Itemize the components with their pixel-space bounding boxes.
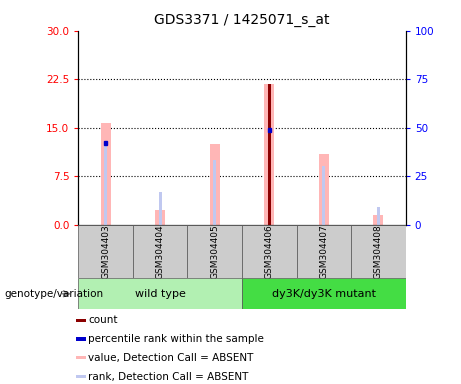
Text: GSM304405: GSM304405: [210, 224, 219, 279]
Text: value, Detection Call = ABSENT: value, Detection Call = ABSENT: [88, 353, 253, 363]
Text: GSM304407: GSM304407: [319, 224, 328, 279]
Bar: [104, 141, 107, 145]
Text: genotype/variation: genotype/variation: [5, 289, 104, 299]
Bar: [188, 225, 242, 278]
Text: rank, Detection Call = ABSENT: rank, Detection Call = ABSENT: [88, 371, 248, 382]
Bar: [104, 141, 107, 225]
Text: wild type: wild type: [135, 289, 186, 299]
Text: GSM304408: GSM304408: [374, 224, 383, 279]
Bar: [268, 127, 271, 132]
Bar: [76, 375, 86, 378]
Bar: [377, 207, 380, 225]
Bar: [213, 160, 216, 225]
Bar: [242, 225, 296, 278]
Bar: [296, 225, 351, 278]
Bar: [76, 338, 86, 341]
Bar: [76, 319, 86, 322]
Bar: [373, 215, 383, 225]
Bar: [322, 167, 325, 225]
Text: GSM304403: GSM304403: [101, 224, 110, 279]
Bar: [155, 210, 165, 225]
Text: count: count: [88, 315, 118, 325]
Text: dy3K/dy3K mutant: dy3K/dy3K mutant: [272, 289, 376, 299]
Bar: [78, 225, 133, 278]
Text: GSM304406: GSM304406: [265, 224, 274, 279]
Bar: [268, 84, 271, 225]
Text: GSM304404: GSM304404: [156, 224, 165, 279]
Bar: [265, 84, 274, 225]
Bar: [159, 192, 162, 225]
Bar: [76, 356, 86, 359]
Bar: [242, 278, 406, 309]
Bar: [101, 122, 111, 225]
Bar: [319, 154, 329, 225]
Bar: [351, 225, 406, 278]
Bar: [268, 167, 271, 225]
Bar: [78, 278, 242, 309]
Bar: [210, 144, 219, 225]
Title: GDS3371 / 1425071_s_at: GDS3371 / 1425071_s_at: [154, 13, 330, 27]
Text: percentile rank within the sample: percentile rank within the sample: [88, 334, 264, 344]
Bar: [133, 225, 188, 278]
